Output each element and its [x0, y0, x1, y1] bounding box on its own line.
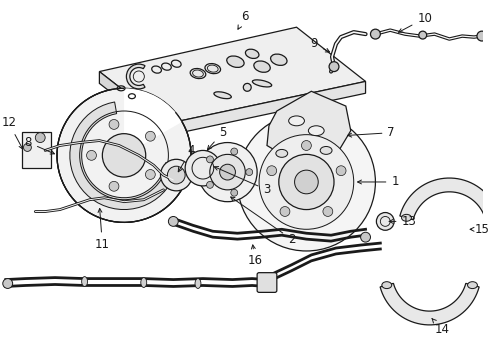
Circle shape [230, 148, 237, 155]
Text: 12: 12 [1, 116, 22, 149]
Polygon shape [266, 91, 350, 160]
FancyBboxPatch shape [21, 132, 51, 168]
Polygon shape [379, 283, 478, 325]
Wedge shape [126, 64, 145, 89]
Text: 10: 10 [398, 12, 431, 32]
Text: 1: 1 [357, 175, 398, 189]
Text: 9: 9 [310, 37, 329, 52]
Text: 5: 5 [207, 126, 226, 149]
Ellipse shape [81, 276, 87, 287]
Circle shape [206, 181, 213, 188]
Ellipse shape [204, 64, 220, 74]
Circle shape [57, 88, 191, 222]
Circle shape [322, 207, 332, 216]
Text: 16: 16 [247, 245, 262, 267]
Circle shape [335, 166, 346, 176]
Circle shape [328, 62, 338, 72]
Ellipse shape [308, 126, 324, 136]
Circle shape [23, 144, 31, 152]
Wedge shape [124, 88, 182, 156]
Ellipse shape [288, 116, 304, 126]
Ellipse shape [401, 214, 410, 221]
Circle shape [294, 170, 318, 194]
Text: 3: 3 [214, 167, 270, 196]
Ellipse shape [226, 56, 244, 67]
Text: 13: 13 [388, 215, 415, 228]
Ellipse shape [252, 80, 271, 87]
Circle shape [35, 133, 45, 143]
Text: 8: 8 [25, 136, 54, 154]
Text: 14: 14 [431, 319, 449, 336]
Circle shape [198, 143, 257, 202]
Circle shape [102, 134, 145, 177]
Ellipse shape [381, 282, 391, 289]
Polygon shape [99, 72, 166, 136]
Ellipse shape [320, 147, 331, 154]
Circle shape [206, 156, 213, 163]
Circle shape [237, 113, 375, 251]
Circle shape [109, 120, 119, 129]
Circle shape [185, 150, 220, 186]
Circle shape [301, 140, 311, 150]
FancyBboxPatch shape [257, 273, 276, 292]
Polygon shape [99, 27, 365, 124]
Circle shape [219, 164, 235, 180]
Ellipse shape [253, 61, 270, 72]
Text: 15: 15 [469, 223, 488, 236]
Circle shape [145, 131, 155, 141]
Ellipse shape [195, 279, 201, 288]
Ellipse shape [213, 92, 231, 99]
Ellipse shape [243, 84, 251, 91]
Circle shape [476, 31, 486, 41]
Ellipse shape [245, 49, 259, 58]
Text: 4: 4 [178, 144, 194, 172]
Polygon shape [166, 81, 365, 136]
Circle shape [245, 169, 252, 176]
Ellipse shape [270, 54, 286, 66]
Circle shape [3, 279, 13, 288]
Circle shape [266, 166, 276, 176]
Text: 2: 2 [230, 197, 295, 246]
Circle shape [160, 159, 192, 191]
Circle shape [167, 166, 185, 184]
Ellipse shape [467, 282, 476, 289]
Circle shape [360, 232, 370, 242]
Circle shape [418, 31, 426, 39]
Circle shape [259, 135, 353, 229]
Text: 6: 6 [238, 10, 248, 29]
Circle shape [109, 181, 119, 191]
Circle shape [376, 212, 393, 230]
Circle shape [230, 189, 237, 196]
Ellipse shape [486, 214, 488, 221]
Circle shape [370, 29, 380, 39]
Circle shape [86, 150, 96, 160]
Polygon shape [70, 102, 177, 210]
Circle shape [280, 207, 289, 216]
Circle shape [278, 154, 333, 210]
Ellipse shape [141, 278, 146, 287]
Circle shape [209, 154, 245, 190]
Text: 7: 7 [347, 126, 394, 139]
Circle shape [168, 216, 178, 226]
Ellipse shape [190, 68, 205, 78]
Text: 11: 11 [95, 208, 110, 251]
Polygon shape [399, 178, 488, 220]
Ellipse shape [275, 149, 287, 157]
Circle shape [145, 170, 155, 179]
